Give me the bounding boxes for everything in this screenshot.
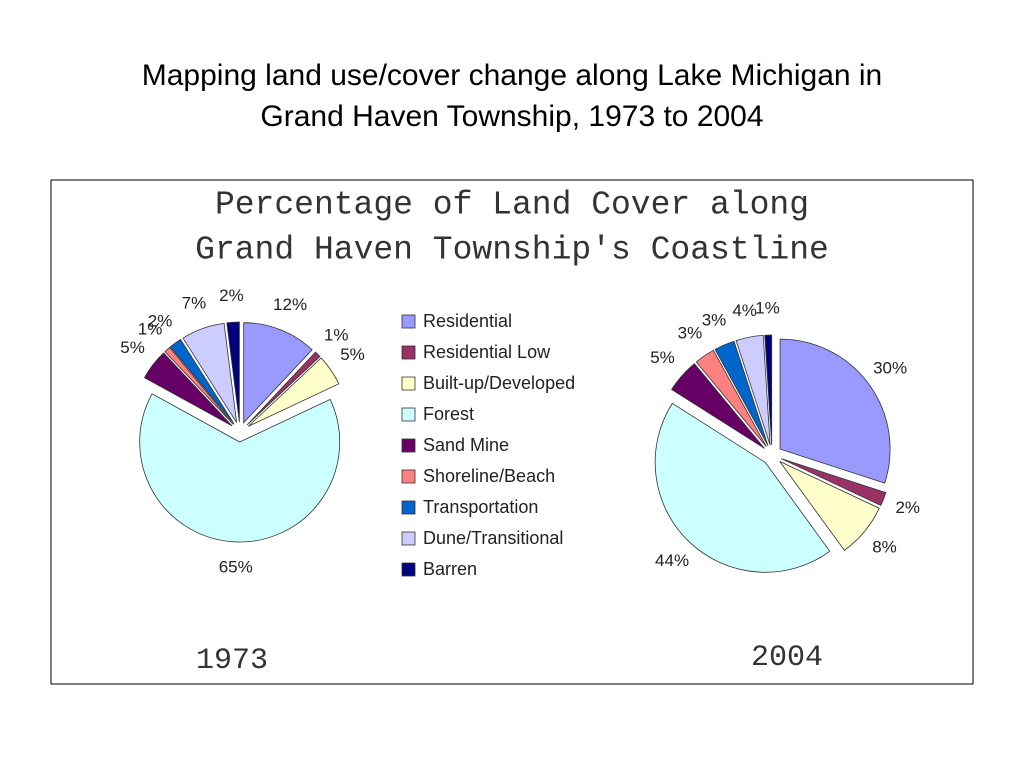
pie-slice [714, 340, 769, 447]
legend-label: Transportation [423, 497, 538, 517]
pie-slice [764, 334, 773, 446]
pie-slice [164, 346, 234, 425]
legend-label: Shoreline/Beach [423, 466, 555, 486]
data-label: 44% [655, 551, 689, 570]
pie-slice [735, 334, 771, 446]
pie-slice [695, 349, 767, 447]
legend-label: Forest [423, 404, 474, 424]
data-label: 12% [273, 295, 307, 314]
pie-slice [671, 363, 765, 449]
chart-title: Grand Haven Township's Coastline [195, 232, 829, 269]
legend-label: Dune/Transitional [423, 528, 563, 548]
data-label: 2% [148, 311, 173, 330]
legend-swatch [401, 531, 416, 546]
data-label: 2% [219, 286, 244, 305]
data-label: 5% [650, 348, 675, 367]
pie-slice [246, 351, 321, 426]
chart-title: Percentage of Land Cover along [215, 187, 809, 224]
legend-swatch [401, 376, 416, 391]
data-label: 5% [340, 345, 365, 364]
pie-label: 1973 [196, 644, 268, 678]
pie-slice [247, 357, 340, 427]
data-label: 4% [732, 301, 757, 320]
legend-label: Residential [423, 311, 512, 331]
pie-slice [143, 352, 233, 427]
data-label: 1% [138, 319, 163, 338]
data-label: 3% [702, 310, 727, 329]
pie-slice [182, 322, 238, 423]
pie-slice [654, 402, 831, 573]
legend-swatch [401, 345, 416, 360]
legend-label: Sand Mine [423, 435, 509, 455]
pie-slice [779, 338, 891, 484]
data-label: 8% [872, 538, 897, 557]
slide-title: Mapping land use/cover change along Lake… [142, 59, 883, 92]
data-label: 65% [219, 557, 253, 576]
legend-swatch [401, 562, 416, 577]
pie-slice [779, 461, 880, 551]
data-label: 3% [678, 324, 703, 343]
pie-slice [139, 393, 341, 543]
legend-swatch [401, 438, 416, 453]
legend-swatch [401, 500, 416, 515]
pie-slice [781, 458, 887, 507]
slide-title: Grand Haven Township, 1973 to 2004 [260, 100, 763, 133]
legend-swatch [401, 407, 416, 422]
pie-label: 2004 [751, 641, 823, 675]
data-label: 30% [873, 359, 907, 378]
pie-slice [169, 338, 235, 425]
data-label: 2% [895, 498, 920, 517]
legend-swatch [401, 469, 416, 484]
data-label: 7% [182, 294, 207, 313]
data-label: 1% [755, 299, 780, 318]
pie-slice [243, 322, 313, 424]
pie-slice [226, 321, 240, 423]
legend-swatch [401, 314, 416, 329]
legend-label: Barren [423, 559, 477, 579]
data-label: 5% [120, 338, 145, 357]
data-label: 1% [324, 325, 349, 344]
legend-label: Built-up/Developed [423, 373, 575, 393]
legend-label: Residential Low [423, 342, 551, 362]
